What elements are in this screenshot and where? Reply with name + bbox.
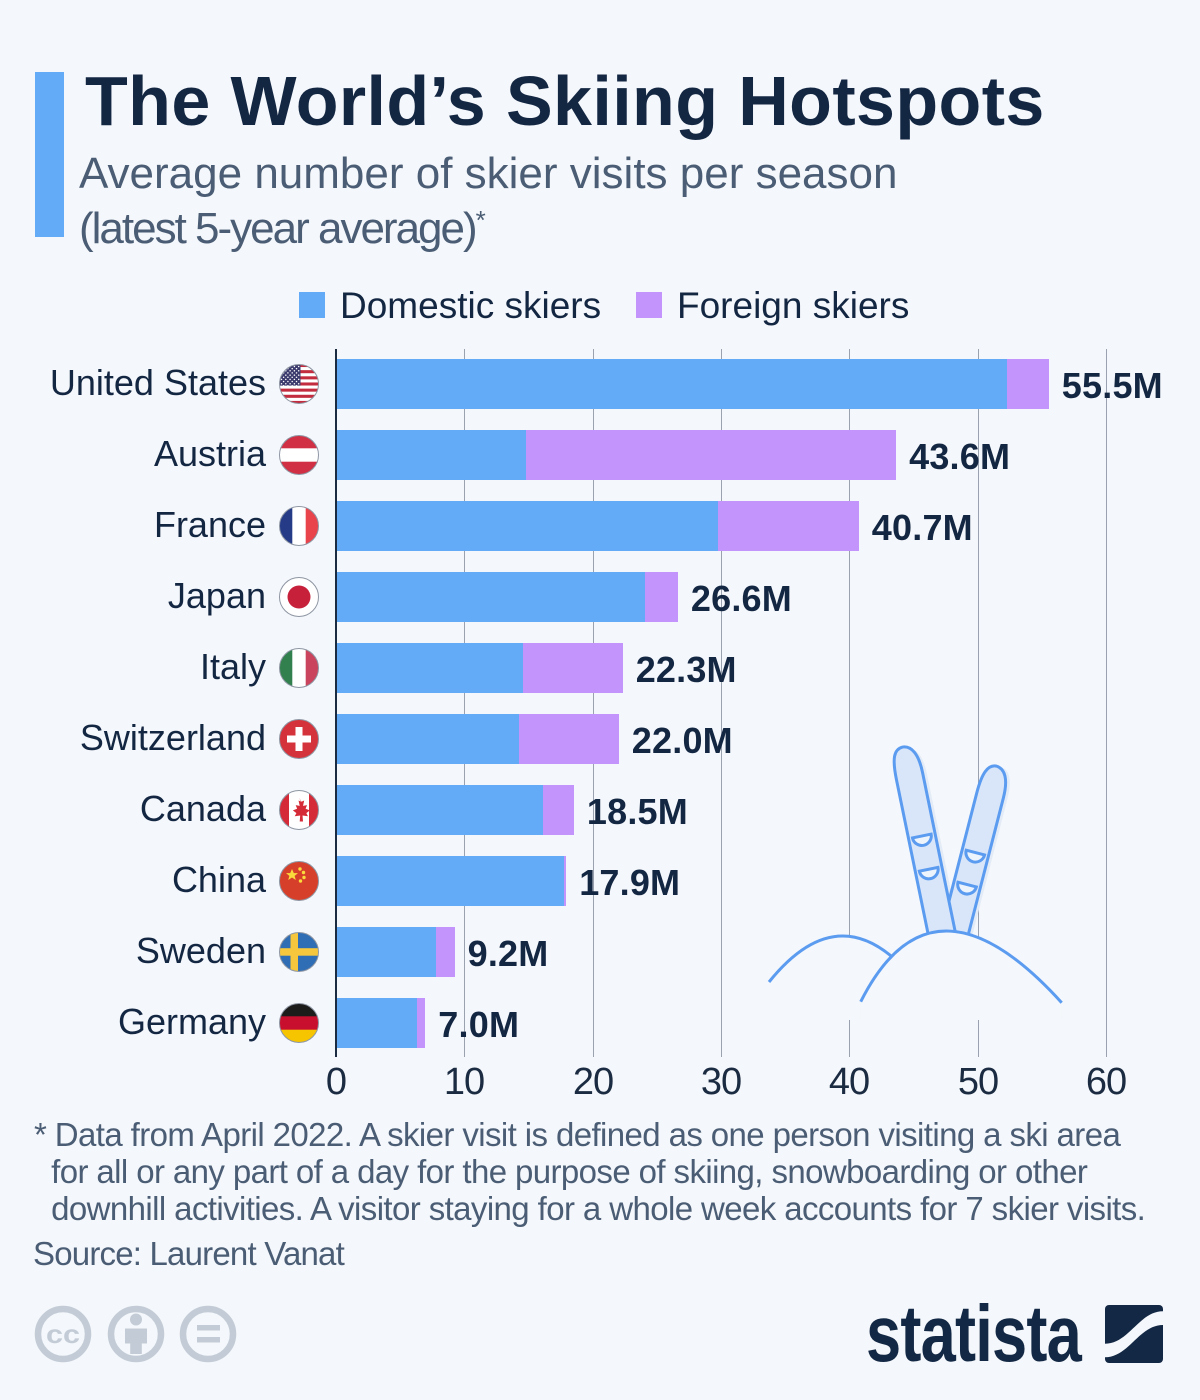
svg-text:cc: cc [46,1319,80,1349]
